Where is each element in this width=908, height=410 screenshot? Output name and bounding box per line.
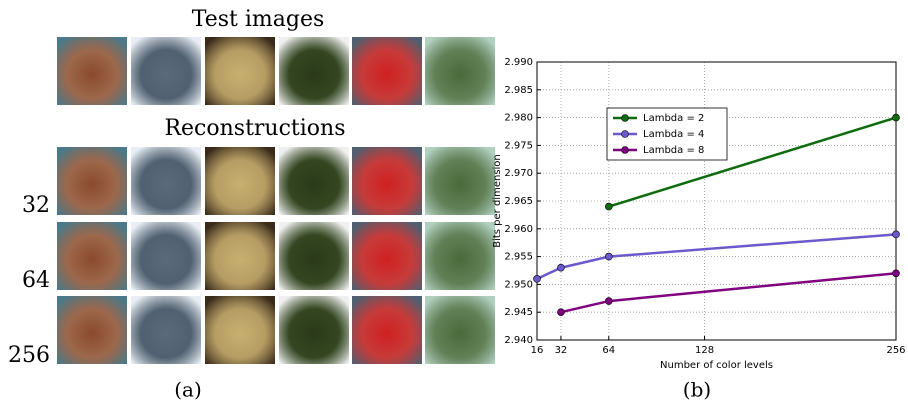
image-tile	[57, 37, 127, 105]
plot-frame	[536, 61, 897, 341]
line	[560, 272, 897, 314]
row-label: 64	[22, 268, 50, 293]
y-tick-label: 2.955	[504, 252, 533, 263]
row-label: 32	[22, 193, 50, 218]
y-tick-label: 2.985	[504, 85, 533, 96]
y-tick-label: 2.990	[504, 57, 533, 68]
y-tick-label: 2.980	[504, 113, 533, 124]
y-tick-label: 2.965	[504, 196, 533, 207]
image-tile	[425, 147, 495, 215]
point	[892, 269, 900, 278]
image-tile	[425, 222, 495, 290]
image-tile	[205, 222, 275, 290]
image-tile	[131, 147, 201, 215]
point	[892, 230, 900, 239]
point	[557, 308, 565, 317]
x-tick-label: 16	[531, 345, 544, 356]
x-axis-label: Number of color levels	[660, 360, 773, 371]
caption: (b)	[683, 378, 711, 402]
y-tick-label: 2.975	[504, 140, 533, 151]
y-tick-label: 2.950	[504, 279, 533, 290]
legend-marker	[621, 114, 629, 122]
image-tile	[279, 147, 349, 215]
image-tile	[57, 147, 127, 215]
y-tick-label: 2.940	[504, 335, 533, 346]
image-tile	[205, 147, 275, 215]
image-tile	[279, 222, 349, 290]
x-tick-label: 128	[695, 345, 714, 356]
image-tile	[131, 296, 201, 364]
point	[557, 263, 565, 272]
point	[604, 297, 613, 305]
caption: (a)	[174, 378, 202, 402]
image-tile	[425, 296, 495, 364]
image-tile	[57, 222, 127, 290]
x-tick-label: 256	[886, 345, 905, 356]
x-tick-label: 32	[555, 345, 568, 356]
row-label: 256	[8, 343, 50, 368]
line	[536, 233, 897, 280]
legend-marker	[621, 130, 629, 138]
y-axis-label: Bits per dimension	[492, 154, 503, 248]
image-tile	[205, 296, 275, 364]
point	[533, 275, 541, 283]
y-tick-label: 2.970	[504, 168, 533, 179]
y-tick-label: 2.945	[504, 307, 533, 318]
image-tile	[279, 37, 349, 105]
panel-title: Test images	[192, 7, 325, 32]
legend-label: Lambda = 4	[643, 129, 704, 140]
image-tile	[352, 37, 422, 105]
image-tile	[352, 296, 422, 364]
legend-label: Lambda = 2	[643, 113, 704, 124]
x-tick-label: 64	[602, 345, 615, 356]
legend-marker	[621, 146, 629, 154]
image-tile	[205, 37, 275, 105]
image-tile	[57, 296, 127, 364]
point	[604, 202, 613, 211]
image-tile	[352, 222, 422, 290]
image-tile	[352, 147, 422, 215]
image-tile	[131, 222, 201, 290]
image-tile	[425, 37, 495, 105]
point	[892, 113, 900, 122]
panel-subtitle: Reconstructions	[164, 116, 345, 141]
legend-label: Lambda = 8	[643, 145, 704, 156]
image-tile	[131, 37, 201, 105]
point	[604, 252, 613, 261]
image-grid	[57, 37, 495, 364]
chart: 2.940 2.945 2.950 2.955 2.960 2.965 2.970 2.975…	[492, 57, 906, 371]
line	[608, 116, 897, 208]
y-tick-label: 2.960	[504, 224, 533, 235]
image-tile	[279, 296, 349, 364]
